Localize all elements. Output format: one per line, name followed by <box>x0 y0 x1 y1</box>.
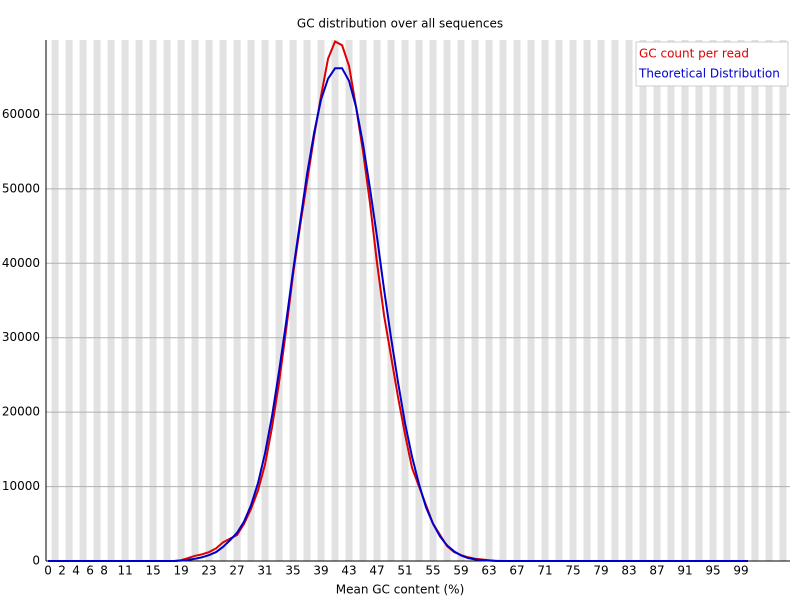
x-tick-label: 35 <box>285 564 300 578</box>
background-stripe <box>79 40 87 561</box>
x-tick-label: 55 <box>425 564 440 578</box>
x-tick-label: 67 <box>509 564 524 578</box>
background-stripe <box>737 40 745 561</box>
y-tick-label: 60000 <box>2 107 40 121</box>
x-tick-label: 87 <box>649 564 664 578</box>
background-stripe <box>695 40 703 561</box>
background-stripe <box>121 40 129 561</box>
background-stripe <box>359 40 367 561</box>
y-tick-label: 30000 <box>2 330 40 344</box>
background-stripe <box>499 40 507 561</box>
background-stripe <box>205 40 213 561</box>
x-tick-label: 6 <box>86 564 94 578</box>
background-stripe <box>401 40 409 561</box>
background-stripe <box>681 40 689 561</box>
x-tick-label: 2 <box>58 564 66 578</box>
y-tick-label: 40000 <box>2 256 40 270</box>
background-stripe <box>765 40 773 561</box>
x-tick-label: 39 <box>313 564 328 578</box>
x-tick-label: 19 <box>173 564 188 578</box>
x-tick-label: 8 <box>100 564 108 578</box>
background-stripe <box>373 40 381 561</box>
background-stripe <box>443 40 451 561</box>
x-tick-label: 63 <box>481 564 496 578</box>
background-stripe <box>555 40 563 561</box>
background-stripe <box>667 40 675 561</box>
x-tick-label: 23 <box>201 564 216 578</box>
background-stripe <box>387 40 395 561</box>
background-stripe <box>639 40 647 561</box>
background-stripe <box>51 40 59 561</box>
x-tick-label: 47 <box>369 564 384 578</box>
background-stripe <box>233 40 241 561</box>
x-tick-label: 27 <box>229 564 244 578</box>
x-tick-label: 43 <box>341 564 356 578</box>
background-stripe <box>289 40 297 561</box>
x-tick-label: 79 <box>593 564 608 578</box>
background-stripe <box>779 40 787 561</box>
background-stripe <box>93 40 101 561</box>
background-stripe <box>303 40 311 561</box>
background-stripe <box>485 40 493 561</box>
chart-title: GC distribution over all sequences <box>297 17 503 31</box>
background-stripe <box>723 40 731 561</box>
background-stripe <box>345 40 353 561</box>
x-tick-label: 95 <box>705 564 720 578</box>
background-stripe <box>415 40 423 561</box>
series-line <box>48 67 749 562</box>
background-stripe <box>65 40 73 561</box>
legend-entry: GC count per read <box>639 47 749 61</box>
x-tick-label: 71 <box>537 564 552 578</box>
legend-box <box>635 41 789 87</box>
background-stripe <box>331 40 339 561</box>
x-tick-label: 99 <box>733 564 748 578</box>
background-stripe <box>457 40 465 561</box>
x-tick-label: 15 <box>145 564 160 578</box>
x-tick-label: 59 <box>453 564 468 578</box>
x-tick-label: 4 <box>72 564 80 578</box>
background-stripe <box>149 40 157 561</box>
background-stripe <box>597 40 605 561</box>
background-stripe <box>527 40 535 561</box>
background-stripe <box>583 40 591 561</box>
x-tick-label: 11 <box>117 564 132 578</box>
x-axis-label: Mean GC content (%) <box>336 583 465 597</box>
x-tick-label: 31 <box>257 564 272 578</box>
background-stripe <box>751 40 759 561</box>
background-stripe <box>275 40 283 561</box>
background-stripe <box>177 40 185 561</box>
background-stripe <box>569 40 577 561</box>
x-tick-label: 51 <box>397 564 412 578</box>
background-stripe <box>709 40 717 561</box>
x-tick-label: 0 <box>44 564 52 578</box>
background-stripe <box>261 40 269 561</box>
y-tick-label: 50000 <box>2 181 40 195</box>
background-stripe <box>541 40 549 561</box>
background-stripe <box>513 40 521 561</box>
x-tick-label: 83 <box>621 564 636 578</box>
background-stripe <box>611 40 619 561</box>
x-tick-label: 75 <box>565 564 580 578</box>
background-stripe <box>625 40 633 561</box>
background-stripe <box>471 40 479 561</box>
x-tick-label: 91 <box>677 564 692 578</box>
background-stripe <box>107 40 115 561</box>
y-tick-label: 0 <box>32 554 40 568</box>
background-stripe <box>163 40 171 561</box>
background-stripe <box>191 40 199 561</box>
background-stripe <box>135 40 143 561</box>
background-stripe <box>219 40 227 561</box>
y-tick-label: 10000 <box>2 479 40 493</box>
background-stripe <box>317 40 325 561</box>
legend-entry: Theoretical Distribution <box>638 67 780 81</box>
y-tick-label: 20000 <box>2 405 40 419</box>
background-stripe <box>653 40 661 561</box>
background-stripe <box>429 40 437 561</box>
background-stripe <box>247 40 255 561</box>
